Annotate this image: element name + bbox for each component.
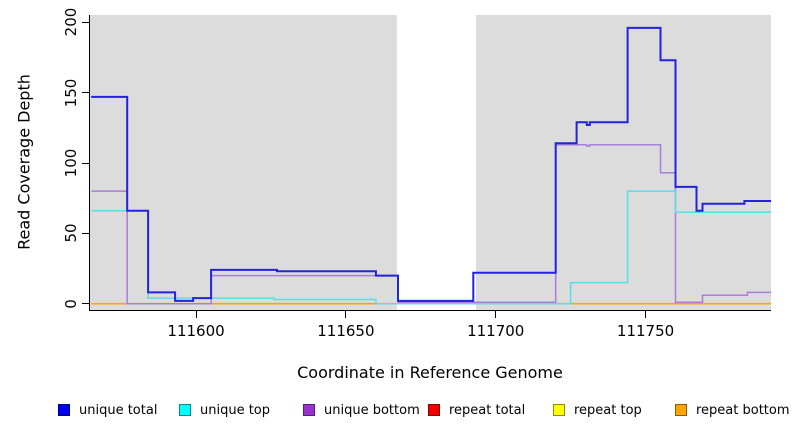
x-tick-label-111750: 111750 — [616, 322, 675, 340]
x-tick-label-111600: 111600 — [167, 322, 225, 340]
y-tick-mark-200 — [82, 21, 89, 23]
y-tick-mark-150 — [82, 92, 89, 94]
x-tick-label-111650: 111650 — [317, 322, 375, 340]
x-tick-mark-111750 — [645, 311, 647, 318]
y-tick-label-200: 200 — [62, 7, 80, 37]
coverage-gap-region — [396, 15, 476, 310]
y-tick-label-0: 0 — [62, 298, 80, 309]
unique-total-swatch-icon — [58, 404, 70, 416]
y-tick-label-150: 150 — [62, 78, 80, 107]
legend-item-unique-total: unique total — [58, 398, 157, 422]
legend-label-unique-top: unique top — [200, 402, 271, 418]
y-tick-label-100: 100 — [62, 148, 80, 178]
unique-top-swatch-icon — [179, 404, 191, 416]
legend-label-unique-bottom: unique bottom — [324, 402, 420, 418]
y-tick-mark-50 — [82, 232, 89, 234]
x-tick-mark-111700 — [495, 311, 497, 318]
y-tick-mark-0 — [82, 303, 89, 305]
legend: unique total unique top unique bottom repea… — [0, 398, 792, 422]
x-tick-mark-111600 — [195, 311, 197, 318]
x-tick-label-111700: 111700 — [467, 322, 525, 340]
x-tick-mark-111650 — [345, 311, 347, 318]
legend-label-repeat-total: repeat total — [449, 402, 526, 418]
coverage-plot-canvas — [91, 15, 771, 310]
legend-item-repeat-total: repeat total — [428, 398, 525, 422]
legend-label-unique-total: unique total — [79, 402, 158, 418]
y-axis-title: Read Coverage Depth — [14, 74, 34, 250]
legend-label-repeat-top: repeat top — [574, 402, 642, 418]
x-axis-line — [89, 310, 771, 311]
repeat-total-swatch-icon — [428, 404, 440, 416]
plot-area — [90, 15, 771, 310]
legend-item-repeat-top: repeat top — [553, 398, 642, 422]
unique-bottom-swatch-icon — [303, 404, 315, 416]
legend-label-repeat-bottom: repeat bottom — [696, 402, 790, 418]
series-unique-top — [91, 190, 771, 305]
repeat-bottom-swatch-icon — [675, 404, 687, 416]
y-axis-line — [89, 15, 90, 311]
y-tick-mark-100 — [82, 162, 89, 164]
series-unique-total — [91, 26, 771, 302]
legend-item-repeat-bottom: repeat bottom — [675, 398, 790, 422]
x-axis-title: Coordinate in Reference Genome — [297, 363, 563, 382]
legend-item-unique-bottom: unique bottom — [303, 398, 420, 422]
repeat-top-swatch-icon — [553, 404, 565, 416]
y-tick-label-50: 50 — [62, 223, 80, 243]
legend-item-unique-top: unique top — [179, 398, 270, 422]
